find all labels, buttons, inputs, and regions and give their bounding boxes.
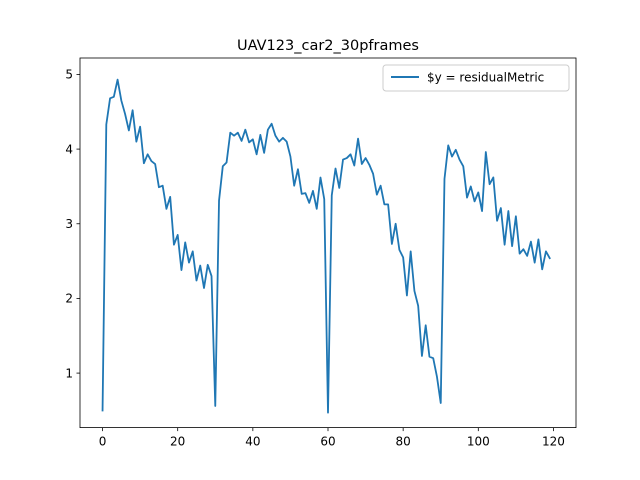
y-tick-label: 3 xyxy=(65,217,73,231)
y-tick-label: 4 xyxy=(65,142,73,156)
x-tick-label: 100 xyxy=(467,435,490,449)
x-tick-label: 80 xyxy=(396,435,411,449)
y-axis: 1 2 3 4 5 xyxy=(65,68,80,380)
plot-area xyxy=(101,78,551,414)
x-tick-label: 60 xyxy=(320,435,335,449)
x-tick-label: 120 xyxy=(542,435,565,449)
series-line-0 xyxy=(101,78,551,414)
x-tick-label: 20 xyxy=(170,435,185,449)
y-tick-label: 5 xyxy=(65,68,73,82)
legend-label: $y = residualMetric xyxy=(427,71,544,85)
chart-title: UAV123_car2_30pframes xyxy=(237,38,419,54)
x-tick-label: 40 xyxy=(245,435,260,449)
legend: $y = residualMetric xyxy=(382,64,570,92)
x-axis: 0 20 40 60 80 100 120 xyxy=(99,427,565,449)
y-tick-label: 2 xyxy=(65,292,73,306)
y-tick-label: 1 xyxy=(65,366,73,380)
axes-frame xyxy=(79,57,577,429)
legend-box xyxy=(382,64,570,92)
x-tick-label: 0 xyxy=(99,435,107,449)
